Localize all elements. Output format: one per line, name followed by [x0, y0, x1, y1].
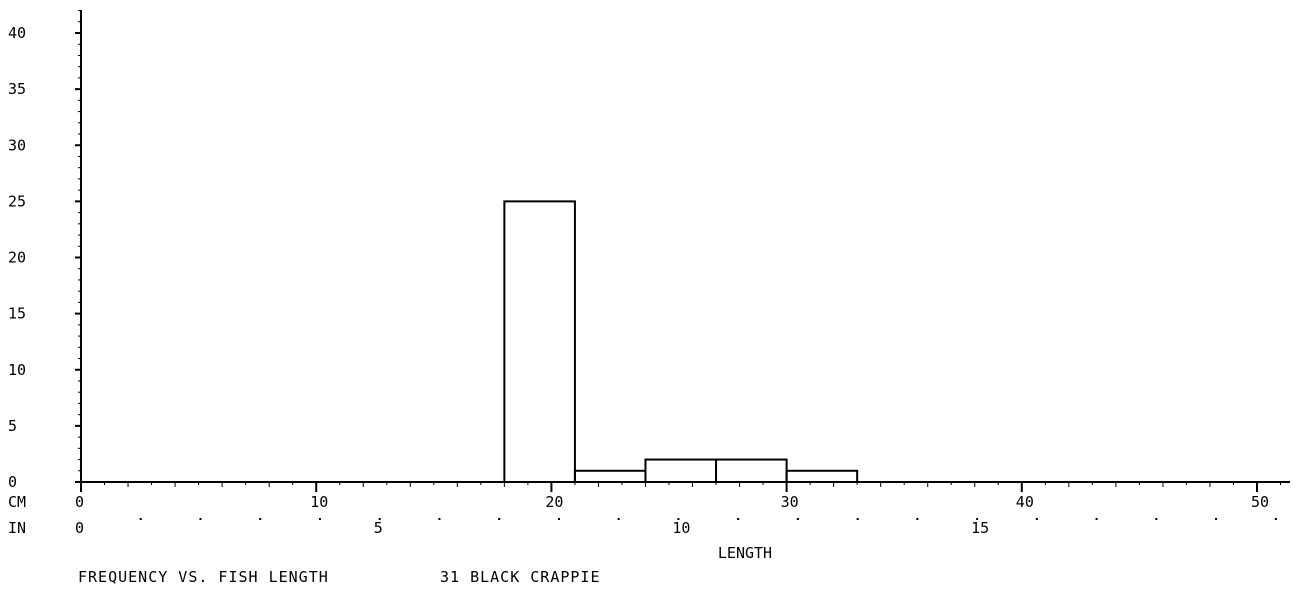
x-in-dot — [617, 518, 620, 520]
x-cm-tick-label: 10 — [310, 493, 328, 511]
x-in-dot — [139, 518, 142, 520]
y-tick-label: 35 — [8, 80, 26, 98]
x-in-dot — [737, 518, 740, 520]
x-in-dot — [1215, 518, 1218, 520]
y-tick-label: 25 — [8, 192, 26, 210]
y-tick-label: 10 — [8, 361, 26, 379]
x-in-tick-label: 15 — [971, 519, 989, 537]
x-in-dot — [796, 518, 799, 520]
x-axis: 0 10 20 30 40 50 0 5 10 15 — [75, 481, 1290, 537]
histogram-bar — [644, 458, 718, 483]
histogram-bars — [503, 200, 859, 483]
y-tick-label: 30 — [8, 136, 26, 154]
x-in-dot — [677, 518, 680, 520]
x-cm-tick-label: 50 — [1251, 493, 1269, 511]
x-in-tick-label: 5 — [374, 519, 383, 537]
x-cm-tick-label: 0 — [75, 493, 84, 511]
histogram-bar — [503, 200, 576, 483]
x-in-dot — [1274, 518, 1277, 520]
x-in-dot — [916, 518, 919, 520]
x-in-tick-label: 10 — [672, 519, 690, 537]
chart-title: FREQUENCY VS. FISH LENGTH — [78, 568, 329, 586]
x-unit-in-label: IN — [8, 519, 26, 537]
x-in-dot — [557, 518, 560, 520]
x-in-dot — [378, 518, 381, 520]
y-tick-label: 40 — [8, 24, 26, 42]
x-cm-tick-label: 20 — [545, 493, 563, 511]
x-in-tick-label: 0 — [75, 519, 84, 537]
x-in-dot — [498, 518, 501, 520]
x-in-dot — [318, 518, 321, 520]
x-in-dot — [1035, 518, 1038, 520]
histogram-bar — [573, 469, 647, 483]
y-tick-label: 20 — [8, 249, 26, 267]
histogram-bar — [715, 458, 788, 483]
x-in-dot — [1155, 518, 1158, 520]
x-in-dot — [438, 518, 441, 520]
histogram-bar — [785, 469, 859, 483]
x-axis-title: LENGTH — [718, 544, 772, 562]
x-cm-tick-label: 40 — [1016, 493, 1034, 511]
x-unit-cm-label: CM — [8, 493, 26, 511]
x-in-dot — [976, 518, 979, 520]
y-axis: 0 5 10 15 20 25 30 35 40 — [8, 10, 82, 491]
x-in-dot — [259, 518, 262, 520]
x-in-dot — [199, 518, 202, 520]
chart-subtitle: 31 BLACK CRAPPIE — [440, 568, 601, 586]
x-in-dot — [856, 518, 859, 520]
y-tick-label: 0 — [8, 473, 17, 491]
y-tick-label: 15 — [8, 305, 26, 323]
x-in-dot — [1095, 518, 1098, 520]
y-tick-label: 5 — [8, 417, 17, 435]
x-cm-tick-label: 30 — [781, 493, 799, 511]
